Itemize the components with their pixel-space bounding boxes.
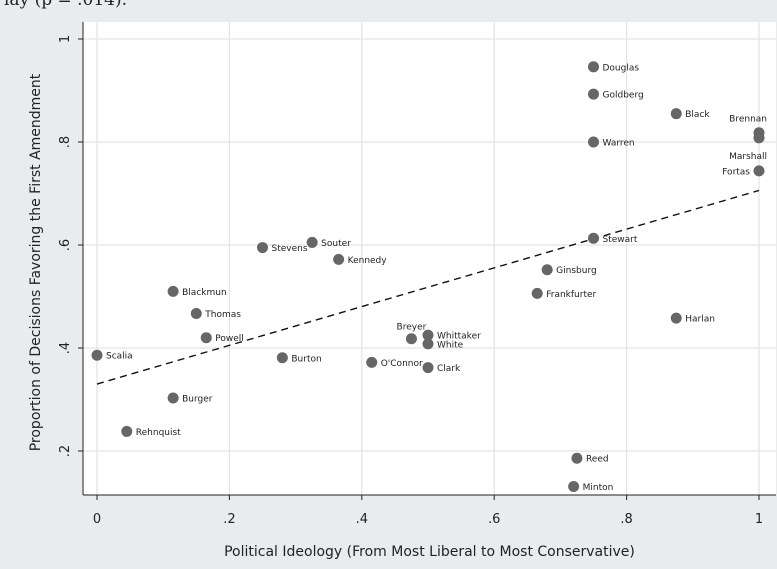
- y-tick-label: 1: [58, 35, 73, 43]
- data-point-label: Black: [685, 110, 710, 120]
- data-point: [422, 329, 434, 341]
- y-axis-title: Proportion of Decisions Favoring the Fir…: [28, 73, 44, 451]
- data-point-label: Stevens: [272, 244, 308, 254]
- data-point-label: Brennan: [729, 115, 767, 125]
- data-point-label: Powell: [215, 334, 244, 344]
- data-point-label: Souter: [321, 239, 351, 249]
- data-point: [568, 481, 580, 493]
- data-point-label: O'Connor: [381, 359, 423, 369]
- data-point: [167, 392, 179, 404]
- data-point-label: Kennedy: [348, 256, 388, 266]
- data-point: [670, 312, 682, 324]
- y-tick-label: .6: [58, 239, 73, 251]
- data-point: [571, 452, 583, 464]
- data-point: [190, 307, 202, 319]
- data-point: [91, 349, 103, 361]
- data-point: [405, 333, 417, 345]
- y-tick-label: .8: [58, 136, 73, 148]
- data-point: [167, 285, 179, 297]
- x-tick-label: 1: [755, 512, 763, 527]
- data-point: [531, 287, 543, 299]
- data-point-label: Frankfurter: [546, 290, 596, 300]
- data-point: [257, 242, 268, 254]
- data-point-label: Minton: [583, 483, 614, 493]
- data-point: [422, 338, 434, 350]
- x-axis-title: Political Ideology (From Most Liberal to…: [224, 544, 635, 560]
- plot-background: [83, 22, 776, 495]
- x-tick-label: .8: [620, 512, 632, 527]
- data-point: [306, 236, 318, 248]
- data-point: [366, 356, 378, 368]
- data-point: [588, 88, 599, 100]
- data-point-label: Marshall: [729, 152, 767, 162]
- x-tick-label: .2: [223, 512, 235, 527]
- data-point: [276, 352, 288, 364]
- data-point-label: Stewart: [603, 235, 638, 245]
- data-point: [753, 132, 765, 144]
- data-point-label: Fortas: [722, 167, 750, 177]
- data-point-label: Burton: [291, 354, 321, 364]
- data-point: [753, 165, 765, 177]
- data-point-label: Reed: [586, 455, 609, 465]
- data-point-label: Scalia: [106, 352, 133, 362]
- data-point: [121, 425, 133, 437]
- data-point-label: White: [437, 340, 464, 350]
- data-point: [333, 253, 345, 265]
- data-point-label: Clark: [437, 364, 461, 374]
- x-tick-label: .6: [488, 512, 500, 527]
- data-point: [588, 61, 599, 73]
- data-point-label: Douglas: [603, 63, 640, 73]
- data-point: [588, 136, 599, 148]
- x-tick-label: 0: [93, 512, 101, 527]
- data-point: [670, 108, 682, 120]
- x-tick-label: .4: [356, 512, 368, 527]
- y-tick-label: .4: [58, 342, 73, 354]
- data-point-label: Ginsburg: [556, 266, 597, 276]
- data-point-label: Breyer: [397, 323, 427, 333]
- data-point: [541, 264, 553, 276]
- data-point-label: Harlan: [685, 315, 715, 325]
- data-point-label: Whittaker: [437, 332, 481, 342]
- data-point-label: Warren: [603, 139, 635, 149]
- data-point-label: Rehnquist: [136, 428, 181, 438]
- fit-line: [96, 189, 760, 385]
- y-tick-label: .2: [58, 445, 73, 457]
- caption-fragment: lay (p = .014).: [4, 0, 128, 10]
- data-point: [200, 332, 212, 344]
- data-point-label: Burger: [182, 394, 213, 404]
- data-point: [422, 362, 434, 374]
- data-point-label: Blackmun: [182, 288, 227, 298]
- data-point-label: Goldberg: [603, 91, 644, 101]
- data-point-label: Thomas: [204, 310, 241, 320]
- data-point: [588, 232, 599, 244]
